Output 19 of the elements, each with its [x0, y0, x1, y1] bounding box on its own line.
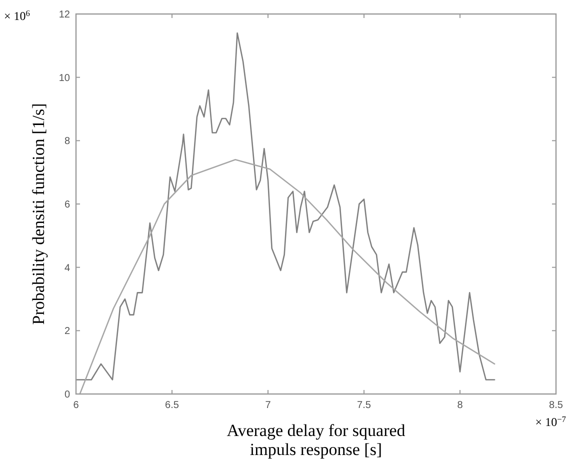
y-tick-label: 12 [58, 10, 70, 20]
line-series [75, 32, 496, 380]
y-tick-label: 0 [64, 390, 70, 400]
y-axis-title: Probability densiti function [1/s] [29, 103, 48, 325]
y-tick-label: 4 [64, 262, 70, 274]
line-series [79, 159, 496, 395]
x-tick-label: 7.5 [357, 400, 372, 411]
text: × 10$^{−7}$ [535, 414, 566, 429]
x-tick-label: 7 [265, 400, 272, 411]
y-tick-label: 2 [64, 326, 70, 338]
x-tick-label: 8.5 [549, 400, 564, 411]
y-tick-label: 10 [58, 72, 70, 84]
x-tick-label: 6 [73, 400, 80, 411]
text: × 10$^{6}$ [4, 8, 30, 23]
x-tick-label: 8 [457, 400, 464, 411]
x-tick-label: 6.5 [165, 400, 180, 411]
y-tick-label: 8 [64, 136, 70, 148]
y-tick-label: 6 [64, 200, 70, 210]
x-axis-title: Average delay for squared impuls response [s] [226, 421, 406, 459]
